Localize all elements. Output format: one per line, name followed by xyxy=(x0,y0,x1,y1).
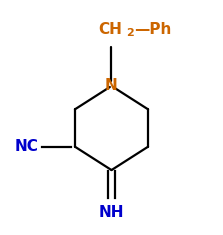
Text: —Ph: —Ph xyxy=(134,22,171,37)
Text: NC: NC xyxy=(14,139,38,154)
Text: CH: CH xyxy=(98,22,122,37)
Text: NH: NH xyxy=(99,205,124,220)
Text: N: N xyxy=(105,78,118,94)
Text: 2: 2 xyxy=(126,28,134,38)
